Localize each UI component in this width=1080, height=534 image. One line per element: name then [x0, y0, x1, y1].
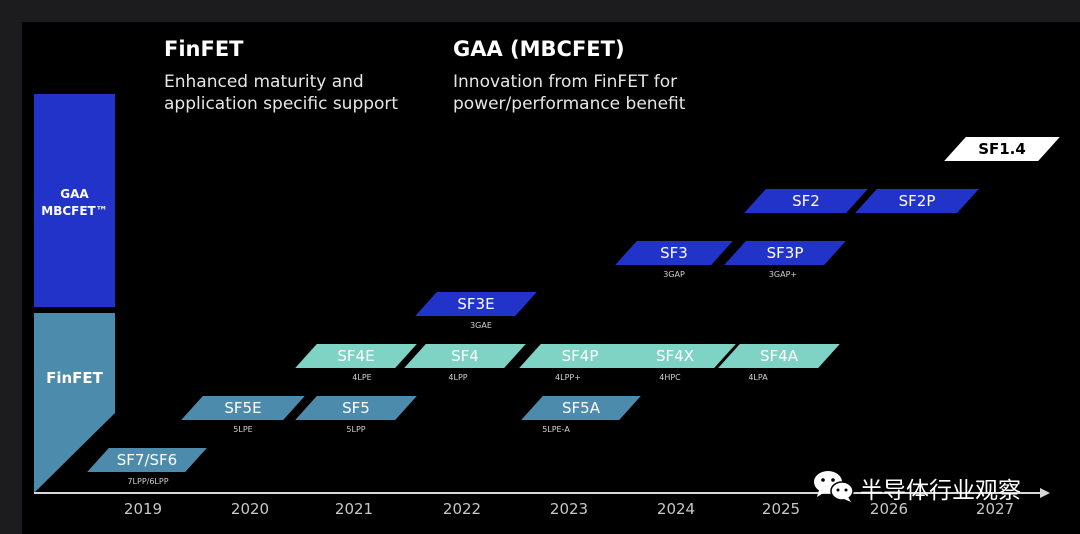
node-sf5e: SF5E	[181, 396, 305, 420]
node-sub-4lpe: 4LPE	[352, 373, 372, 382]
finfet-heading: FinFET	[164, 37, 244, 61]
node-label: SF5E	[224, 399, 262, 417]
node-sf4: SF4	[404, 344, 526, 368]
node-label: SF7/SF6	[116, 451, 178, 469]
node-label: SF5A	[562, 399, 600, 417]
year-2027: 2027	[975, 500, 1015, 518]
finfet-description-line1: Enhanced maturity and	[164, 72, 364, 92]
year-2024: 2024	[656, 500, 696, 518]
year-2025: 2025	[761, 500, 801, 518]
finfet-description-line2: application specific support	[164, 94, 399, 114]
watermark-text: 半导体行业观察	[860, 478, 1021, 504]
node-label: SF4	[451, 347, 479, 365]
node-sf3e: SF3E	[415, 292, 537, 316]
node-sf2p: SF2P	[855, 189, 979, 213]
gaa-category-label: GAA MBCFET™	[34, 186, 115, 220]
gaa-category-line1: GAA	[60, 187, 89, 201]
node-sub-4lpa: 4LPA	[748, 373, 768, 382]
gaa-description-line2: power/performance benefit	[453, 94, 686, 114]
year-2026: 2026	[869, 500, 909, 518]
node-sub-3gap: 3GAP	[663, 270, 685, 279]
gaa-description: Innovation from FinFET for power/perform…	[453, 71, 685, 115]
timeline-arrow-icon	[1040, 488, 1050, 498]
node-label: SF2P	[898, 192, 936, 210]
gaa-category-bar: GAA MBCFET™	[34, 94, 115, 307]
node-sub-5lpp: 5LPP	[346, 425, 366, 434]
roadmap-slide: FinFET Enhanced maturity and application…	[22, 22, 1080, 534]
node-sub-4hpc: 4HPC	[659, 373, 681, 382]
node-label: SF3	[660, 244, 688, 262]
node-sub-4lpp: 4LPP	[448, 373, 468, 382]
node-sub-5lpe: 5LPE	[233, 425, 253, 434]
node-sub-3gae: 3GAE	[470, 321, 492, 330]
node-sub-7lpp: 7LPP/6LPP	[127, 477, 169, 486]
node-label: SF3P	[766, 244, 804, 262]
node-sf4x: SF4X	[614, 344, 736, 368]
node-sf4a: SF4A	[718, 344, 840, 368]
year-2021: 2021	[334, 500, 374, 518]
node-sf5: SF5	[295, 396, 417, 420]
gaa-heading: GAA (MBCFET)	[453, 37, 625, 61]
node-label: SF4E	[337, 347, 375, 365]
year-2019: 2019	[123, 500, 163, 518]
node-label: SF4A	[760, 347, 798, 365]
node-sub-4lpp-plus: 4LPP+	[555, 373, 581, 382]
node-sf4e: SF4E	[295, 344, 417, 368]
finfet-description: Enhanced maturity and application specif…	[164, 71, 398, 115]
wechat-icon	[814, 471, 854, 502]
gaa-category-line2: MBCFET™	[41, 204, 108, 218]
finfet-category-label: FinFET	[46, 369, 103, 387]
node-sf1-4: SF1.4	[944, 137, 1060, 161]
year-2023: 2023	[549, 500, 589, 518]
node-sub-3gap-plus: 3GAP+	[768, 270, 798, 279]
node-label: SF4X	[656, 347, 694, 365]
timeline-axis	[34, 488, 1050, 498]
node-label: SF4P	[561, 347, 599, 365]
node-label: SF1.4	[978, 140, 1026, 158]
finfet-category-bar	[34, 313, 115, 493]
node-sf2: SF2	[744, 189, 868, 213]
node-sf7-sf6: SF7/SF6	[87, 448, 207, 472]
node-sf5a: SF5A	[521, 396, 641, 420]
node-sf3: SF3	[615, 241, 733, 265]
year-2022: 2022	[442, 500, 482, 518]
node-label: SF3E	[457, 295, 495, 313]
node-sub-5lpe-a: 5LPE-A	[542, 425, 570, 434]
year-2020: 2020	[230, 500, 270, 518]
gaa-description-line1: Innovation from FinFET for	[453, 72, 678, 92]
node-sf3p: SF3P	[724, 241, 846, 265]
node-label: SF5	[342, 399, 370, 417]
node-label: SF2	[792, 192, 820, 210]
